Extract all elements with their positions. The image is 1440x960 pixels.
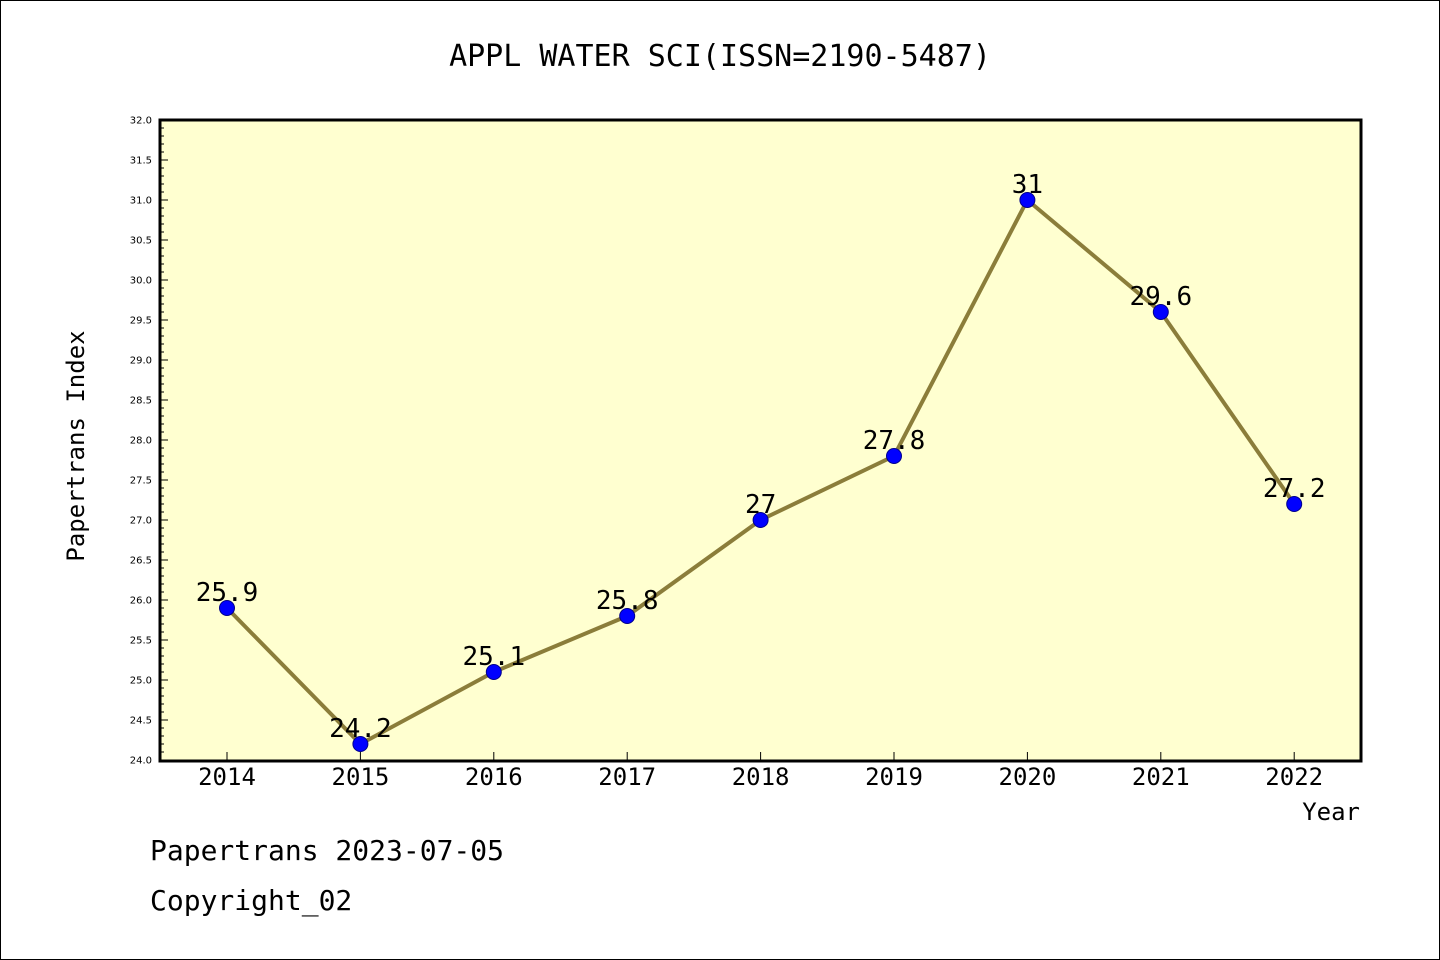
data-point xyxy=(1286,496,1303,512)
y-tick-label: 25.5 xyxy=(130,636,152,647)
x-tick-label: 2019 xyxy=(865,763,923,791)
footer-copyright: Copyright_02 xyxy=(150,884,353,917)
y-tick-label: 28.5 xyxy=(130,396,152,407)
x-tick-label: 2020 xyxy=(999,763,1057,791)
y-tick-label: 31.5 xyxy=(130,156,152,167)
y-tick-label: 27.5 xyxy=(130,476,152,487)
x-tick-label: 2014 xyxy=(198,763,256,791)
data-label: 25.8 xyxy=(596,586,659,616)
data-point xyxy=(886,448,902,464)
y-tick-label: 24.5 xyxy=(130,716,152,727)
y-tick-label: 24.0 xyxy=(130,756,152,767)
data-label: 25.9 xyxy=(196,578,259,608)
y-tick-label: 29.5 xyxy=(130,316,152,327)
markers-group xyxy=(219,192,1303,752)
data-label: 31 xyxy=(1012,170,1043,200)
footer-date: Papertrans 2023-07-05 xyxy=(150,834,505,867)
x-axis: 2014 2015 2016 2017 2018 2019 2020 2021 2022 xyxy=(198,752,1323,791)
y-tick-label: 28.0 xyxy=(130,436,152,447)
data-point xyxy=(352,736,369,752)
plot-area xyxy=(158,118,1363,763)
data-label: 25.1 xyxy=(462,642,525,672)
x-tick-label: 2016 xyxy=(465,763,523,791)
y-tick-label: 30.5 xyxy=(130,236,152,247)
y-tick-label: 30.0 xyxy=(130,276,152,287)
data-point xyxy=(1019,192,1036,208)
y-tick-label: 25.0 xyxy=(130,676,152,687)
data-labels-group: 25.9 24.2 25.1 25.8 27 27.8 31 29.6 27.2 xyxy=(196,170,1326,744)
data-point xyxy=(1152,304,1169,320)
data-point xyxy=(619,608,636,624)
y-tick-label: 32.0 xyxy=(130,116,152,127)
data-point xyxy=(752,512,769,528)
data-label: 27.8 xyxy=(863,426,926,456)
y-tick-label: 29.0 xyxy=(130,356,152,367)
data-label: 24.2 xyxy=(329,714,392,744)
x-tick-label: 2022 xyxy=(1265,763,1323,791)
data-point xyxy=(485,664,502,680)
chart-title: APPL WATER SCI(ISSN=2190-5487) xyxy=(449,39,991,74)
y-tick-label: 27.0 xyxy=(130,516,152,527)
y-tick-label: 26.0 xyxy=(130,596,152,607)
data-label: 29.6 xyxy=(1129,282,1192,312)
y-axis-label: Papertrans Index xyxy=(62,330,90,561)
x-tick-label: 2021 xyxy=(1132,763,1190,791)
data-point xyxy=(219,600,235,616)
y-axis: 24.0 24.5 25.0 25.5 26.0 26.5 27.0 27.5 28.0 28.5… xyxy=(130,116,168,767)
y-tick-label: 26.5 xyxy=(130,556,152,567)
x-axis-label: Year xyxy=(1302,798,1360,826)
data-label: 27.2 xyxy=(1263,474,1326,504)
x-tick-label: 2015 xyxy=(332,763,390,791)
x-tick-label: 2018 xyxy=(732,763,790,791)
y-tick-label: 31.0 xyxy=(130,196,152,207)
x-tick-label: 2017 xyxy=(598,763,656,791)
data-label: 27 xyxy=(745,490,776,520)
